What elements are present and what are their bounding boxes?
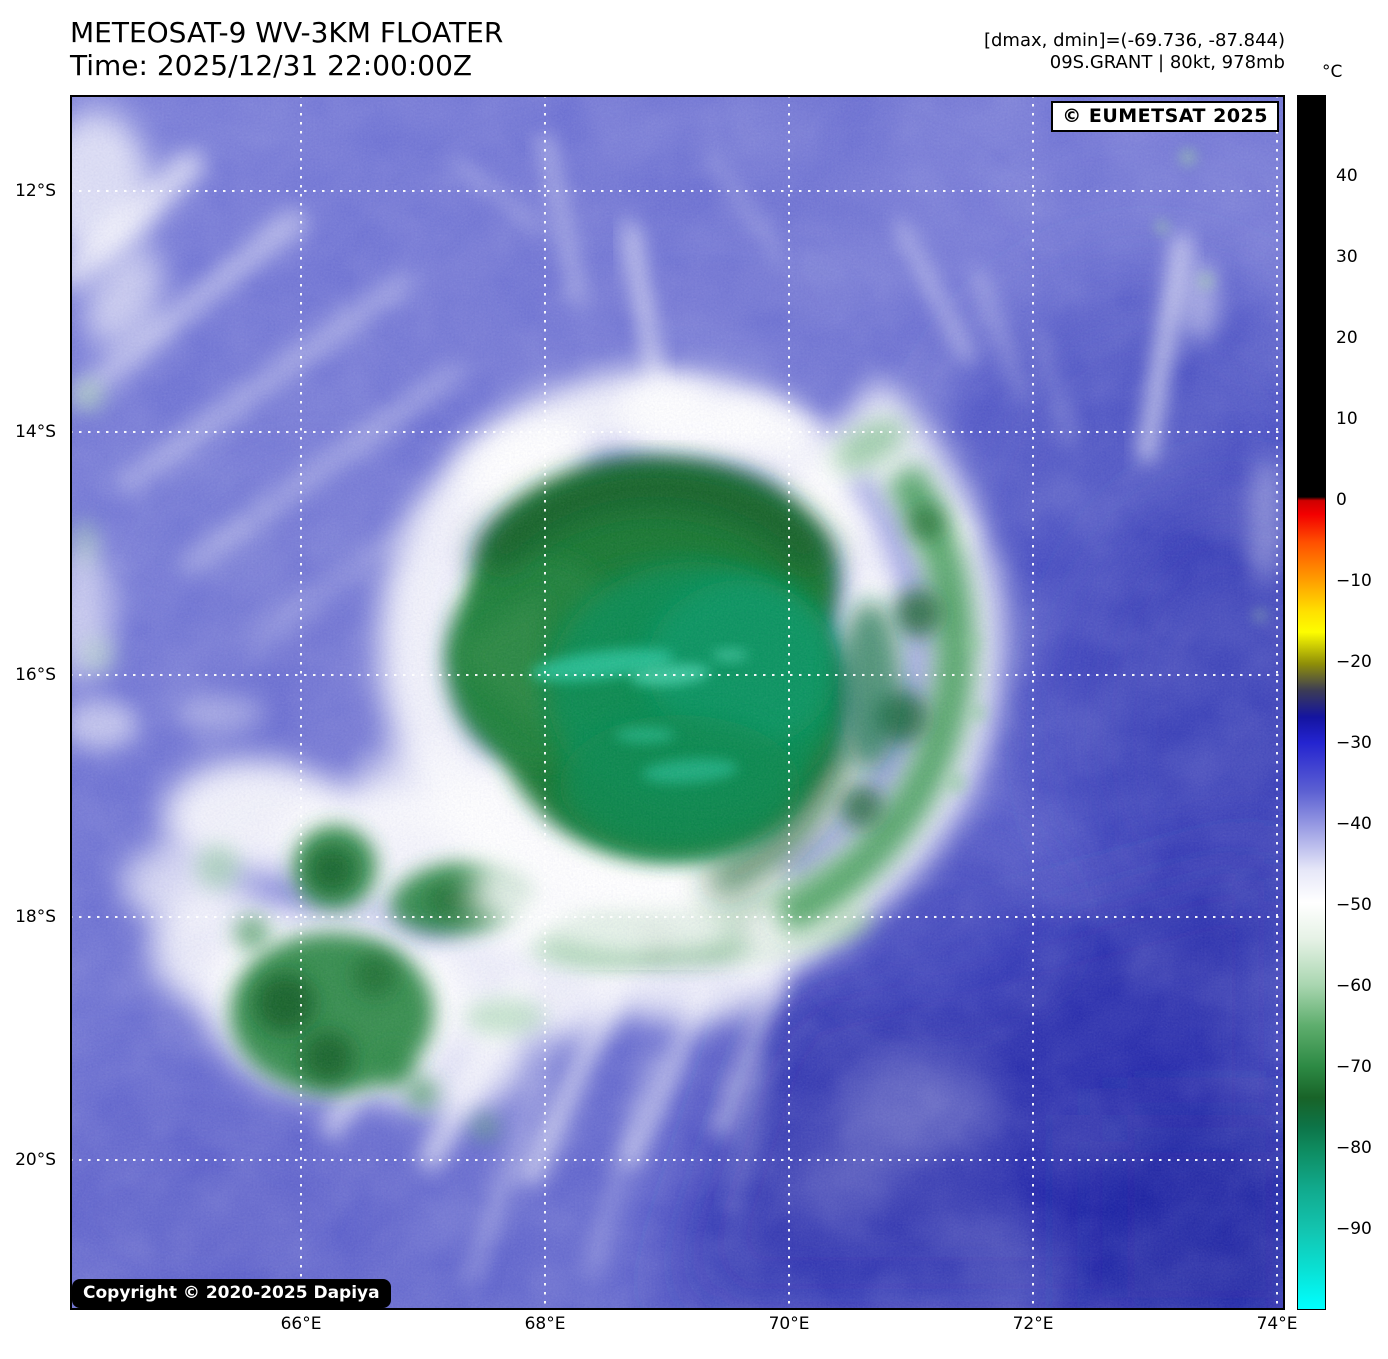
latitude-axis: 12°S 14°S 16°S 18°S 20°S: [0, 95, 62, 1310]
timestamp: Time: 2025/12/31 22:00:00Z: [70, 49, 473, 82]
lat-label: 16°S: [15, 665, 56, 685]
map-border: [70, 95, 1285, 1310]
lat-label: 14°S: [15, 422, 56, 442]
satellite-image: [70, 95, 1285, 1310]
lat-label: 18°S: [15, 907, 56, 927]
colorbar-tick: 30: [1336, 246, 1358, 267]
storm-info: 09S.GRANT | 80kt, 978mb: [1049, 52, 1285, 73]
colorbar-tick: 20: [1336, 328, 1358, 348]
colorbar-tick: 40: [1336, 166, 1358, 187]
dmax-dmin-readout: [dmax, dmin]=(-69.736, -87.844): [983, 30, 1285, 51]
colorbar-tick: 10: [1336, 409, 1358, 430]
colorbar-tick: −70: [1336, 1057, 1372, 1077]
colorbar-tick: −50: [1336, 895, 1372, 916]
colorbar-tick: −10: [1336, 571, 1372, 591]
lon-label: 66°E: [280, 1314, 322, 1334]
page-title: METEOSAT-9 WV-3KM FLOATER: [70, 16, 504, 49]
longitude-axis: 66°E 68°E 70°E 72°E 74°E: [70, 1314, 1298, 1340]
lat-label: 20°S: [15, 1150, 56, 1170]
colorbar-tick: −90: [1336, 1218, 1372, 1239]
satellite-map: © EUMETSAT 2025 Copyright © 2020-2025 Da…: [70, 95, 1285, 1310]
lat-label: 12°S: [15, 181, 56, 201]
colorbar-tick: 0: [1336, 489, 1347, 510]
colorbar-tick: −20: [1336, 652, 1372, 673]
eumetsat-credit-badge: © EUMETSAT 2025: [1051, 101, 1279, 132]
colorbar-tick: −80: [1336, 1138, 1372, 1159]
colorbar-tick: −40: [1336, 814, 1372, 834]
info-block: [dmax, dmin]=(-69.736, -87.844) 09S.GRAN…: [984, 30, 1285, 74]
title-block: METEOSAT-9 WV-3KM FLOATER Time: 2025/12/…: [70, 16, 503, 82]
lon-label: 68°E: [524, 1314, 566, 1334]
lon-label: 74°E: [1256, 1314, 1298, 1334]
colorbar-tick-labels: 40 30 20 10 0 −10 −20 −30 −40 −50 −60 −70 −80 −90: [1334, 95, 1388, 1310]
lon-label: 72°E: [1012, 1314, 1054, 1334]
colorbar-tick: −60: [1336, 975, 1372, 996]
grain-noise-dark: [70, 95, 1285, 1310]
lon-label: 70°E: [768, 1314, 810, 1334]
colorbar-tick: −30: [1336, 732, 1372, 753]
colorbar-unit: °C: [1322, 62, 1343, 82]
temperature-colorbar: [1297, 95, 1326, 1310]
copyright-badge: Copyright © 2020-2025 Dapiya: [72, 1279, 391, 1308]
